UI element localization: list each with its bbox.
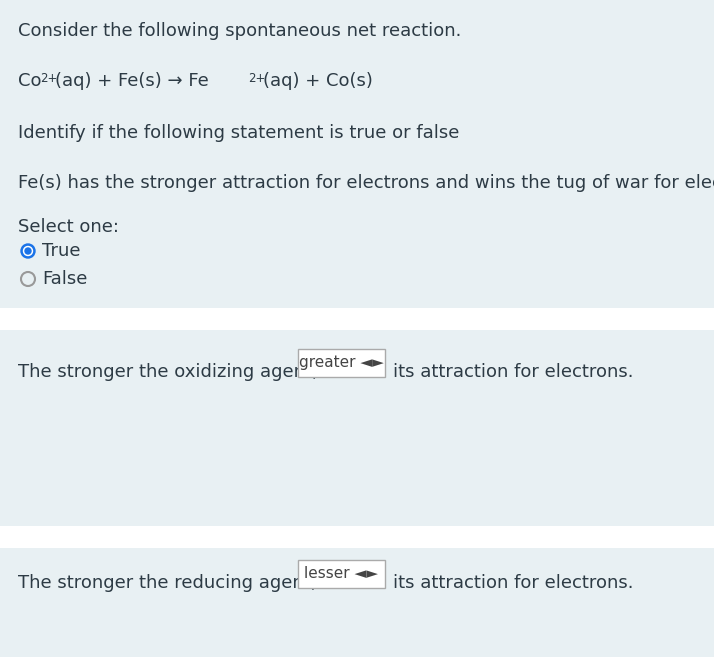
Text: The stronger the oxidizing agent, the: The stronger the oxidizing agent, the xyxy=(18,363,353,381)
Circle shape xyxy=(25,248,31,254)
Text: its attraction for electrons.: its attraction for electrons. xyxy=(393,363,633,381)
Text: greater ◄►: greater ◄► xyxy=(299,355,384,371)
Text: lesser ◄►: lesser ◄► xyxy=(304,566,378,581)
Text: The stronger the reducing agent, the: The stronger the reducing agent, the xyxy=(18,574,352,592)
FancyBboxPatch shape xyxy=(298,560,385,588)
FancyBboxPatch shape xyxy=(298,349,385,377)
FancyBboxPatch shape xyxy=(0,308,714,330)
Circle shape xyxy=(24,246,33,256)
Text: Select one:: Select one: xyxy=(18,218,119,236)
Text: False: False xyxy=(42,270,87,288)
Text: Identify if the following statement is true or false: Identify if the following statement is t… xyxy=(18,124,459,142)
Text: 2+: 2+ xyxy=(248,72,266,85)
FancyBboxPatch shape xyxy=(0,526,714,548)
Text: 2+: 2+ xyxy=(40,72,57,85)
Text: (aq) + Fe(s) → Fe: (aq) + Fe(s) → Fe xyxy=(55,72,208,90)
Text: Consider the following spontaneous net reaction.: Consider the following spontaneous net r… xyxy=(18,22,461,40)
Text: Co: Co xyxy=(18,72,41,90)
Circle shape xyxy=(21,244,35,258)
Text: (aq) + Co(s): (aq) + Co(s) xyxy=(263,72,373,90)
Text: Fe(s) has the stronger attraction for electrons and wins the tug of war for elec: Fe(s) has the stronger attraction for el… xyxy=(18,174,714,192)
Text: True: True xyxy=(42,242,81,260)
Text: its attraction for electrons.: its attraction for electrons. xyxy=(393,574,633,592)
